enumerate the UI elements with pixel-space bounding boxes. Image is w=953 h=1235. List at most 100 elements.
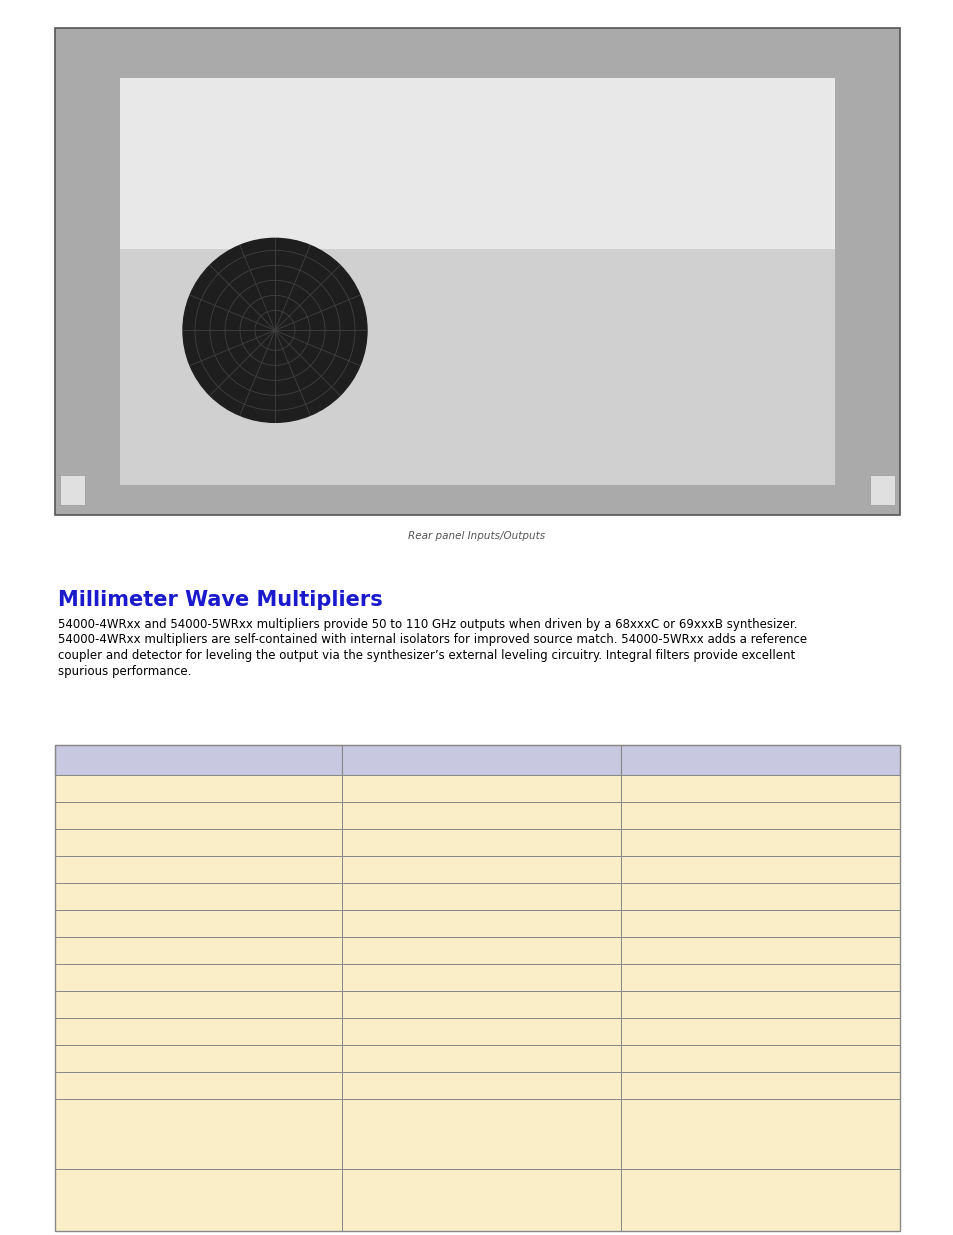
Text: UG-385/U: UG-385/U [735,837,785,847]
Bar [620,1099,899,1170]
Text: –20 dBc typical: –20 dBc typical [720,1202,800,1212]
Bar [55,1072,342,1099]
Text: ±3.0 dB typical: ±3.0 dB typical [441,919,521,929]
Text: spurious performance.: spurious performance. [58,664,192,678]
Bar [55,802,342,829]
Text: 54000-4WRxx multipliers are self-contained with internal isolators for improved : 54000-4WRxx multipliers are self-contain… [58,634,806,646]
Bar [55,745,342,776]
Text: Frequency: Frequency [168,783,229,794]
Bar [55,937,342,965]
Bar [55,776,342,802]
Bar [869,475,894,505]
Text: WR10: WR10 [744,810,775,820]
Text: 75 to 92 GHz: 75 to 92 GHz [726,1129,794,1139]
Bar [342,1099,620,1170]
Bar [342,856,620,883]
Text: 50-75 GHz: 50-75 GHz [454,783,509,794]
Text: 50 to 75 GHz: 50 to 75 GHz [447,1115,516,1125]
Text: with FL1: with FL1 [176,1209,220,1219]
Text: <1.7 typical: <1.7 typical [450,864,513,874]
Text: ±1.0 dB typical: ±1.0 dB typical [720,946,800,956]
Text: Source Match: Source Match [158,864,238,874]
Bar [60,475,85,505]
Bar [55,1018,342,1045]
Text: Synthesizer Resolution x4: Synthesizer Resolution x4 [414,1081,549,1091]
Bar [342,1170,620,1231]
Bar [55,829,342,856]
Text: Spurious: Spurious [172,1182,224,1192]
Text: x6: x6 [754,1026,766,1036]
Bar [342,910,620,937]
Text: ±3.0 dB typical: ±3.0 dB typical [720,919,800,929]
Bar [620,1072,899,1099]
Bar [620,1045,899,1072]
Text: –50 dBc: –50 dBc [740,1188,781,1198]
Text: x4: x4 [475,1026,488,1036]
Text: Multiplication Factor: Multiplication Factor [137,1026,259,1036]
Text: Flange: Flange [178,837,218,847]
Bar [342,829,620,856]
Text: 89 to 110 GHz: 89 to 110 GHz [722,1142,797,1152]
Text: Rear panel Inputs/Outputs: Rear panel Inputs/Outputs [408,531,545,541]
Bar [620,802,899,829]
Bar [342,802,620,829]
Text: Synthesizer Resolution x6: Synthesizer Resolution x6 [692,1081,827,1091]
Bar [620,776,899,802]
Bar [620,1018,899,1045]
Text: WR15: WR15 [466,810,497,820]
Text: UG-387/U: UG-387/U [456,837,506,847]
Bar [620,1170,899,1231]
Text: Synthesizer Accuracy x4: Synthesizer Accuracy x4 [417,1053,545,1063]
Text: coupler and detector for leveling the output via the synthesizer’s external leve: coupler and detector for leveling the ou… [58,650,795,662]
Text: Power Flatness, Unleveled: Power Flatness, Unleveled [120,919,276,929]
Text: Frequency Accuracy: Frequency Accuracy [139,1053,257,1063]
Bar [120,78,834,485]
Text: Frequency Resolution: Frequency Resolution [134,1081,262,1091]
Text: FL3: FL3 [190,1150,208,1160]
Text: –50 dBc: –50 dBc [460,1188,502,1198]
Text: Output Power: Output Power [158,892,239,902]
Text: Required Input Frequency: Required Input Frequency [122,999,274,1009]
Bar [342,776,620,802]
Bar [55,1099,342,1170]
Text: ±1.0 dB typical: ±1.0 dB typical [441,946,521,956]
Text: Waveguide: Waveguide [166,810,231,820]
Bar [342,937,620,965]
Bar [342,1072,620,1099]
Bar [342,1018,620,1045]
Bar [620,856,899,883]
Bar [620,965,899,990]
Text: 54000-4WR15, 54000-5WR15: 54000-4WR15, 54000-5WR15 [395,755,567,764]
Bar [55,856,342,883]
Bar [55,745,899,1231]
Bar [342,990,620,1018]
Text: <1.7 typical: <1.7 typical [728,864,792,874]
Bar [55,910,342,937]
Text: Power Flatness, Leveled (54000-5WRxx): Power Flatness, Leveled (54000-5WRxx) [80,946,317,956]
Text: 0.0 dBm (+4 dBm typical): 0.0 dBm (+4 dBm typical) [414,892,549,902]
Text: –20 dBc typical: –20 dBc typical [441,1202,521,1212]
Bar [620,745,899,776]
Text: Filters: Filters [179,1109,217,1119]
Bar [55,883,342,910]
Text: 54000-4WRxx and 54000-5WRxx multipliers provide 50 to 110 GHz outputs when drive: 54000-4WRxx and 54000-5WRxx multipliers … [58,618,797,631]
Text: Synthesizer Accuracy x6: Synthesizer Accuracy x6 [696,1053,823,1063]
Bar [55,1170,342,1231]
Bar [55,1045,342,1072]
Text: 10 dB typical: 10 dB typical [725,972,794,983]
Text: 12.75 to 18.34 GHz: 12.75 to 18.34 GHz [709,999,810,1009]
Text: 57 to 75 GHz: 57 to 75 GHz [447,1142,516,1152]
Text: Millimeter Wave Multipliers: Millimeter Wave Multipliers [58,590,382,610]
Text: Power Leveling Range (54000-5WRxx): Power Leveling Range (54000-5WRxx) [86,972,311,983]
Bar [620,829,899,856]
Bar [55,28,899,515]
Text: 50 to 58 GHz: 50 to 58 GHz [447,1129,516,1139]
Bar [120,78,834,249]
Bar [620,990,899,1018]
Bar [342,745,620,776]
Text: with FL2, FL3: with FL2, FL3 [164,1195,233,1205]
Bar [55,965,342,990]
Circle shape [183,238,367,422]
Bar [55,990,342,1018]
Text: 10 dB typical: 10 dB typical [447,972,516,983]
